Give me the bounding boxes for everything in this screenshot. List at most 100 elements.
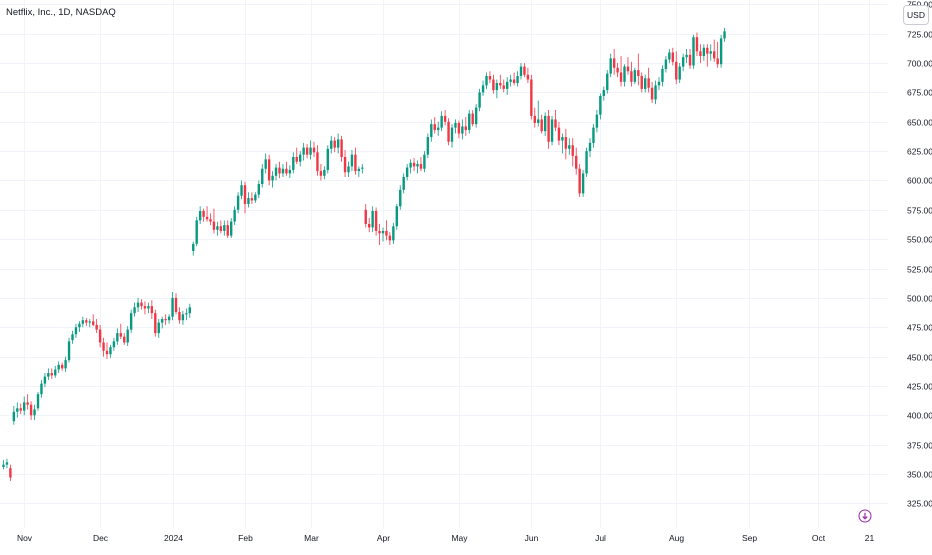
candle-up: [78, 323, 81, 328]
x-tick-label: Jul: [595, 533, 606, 543]
x-tick-label: 21: [865, 533, 875, 543]
candle-up: [57, 364, 60, 370]
candle-down: [123, 336, 126, 343]
candle-up: [67, 341, 71, 361]
candle-up: [161, 319, 164, 323]
y-tick-label: 750.00: [907, 0, 932, 10]
candle-up: [606, 73, 609, 91]
candle-down: [523, 66, 526, 75]
candle-up: [109, 347, 112, 355]
candle-down: [205, 216, 209, 220]
candle-up: [274, 167, 278, 176]
candle-up: [350, 154, 354, 167]
candle-up: [254, 194, 257, 201]
candle-down: [333, 140, 336, 148]
candle-up: [409, 162, 412, 168]
candle-up: [261, 168, 264, 185]
candle-up: [236, 195, 240, 210]
candle-up: [437, 127, 440, 130]
candle-up: [405, 167, 409, 177]
candle-up: [709, 51, 712, 54]
candle-up: [381, 230, 385, 234]
y-tick-label: 650.00: [907, 118, 932, 128]
candle-up: [568, 145, 571, 149]
candle-down: [564, 137, 568, 149]
candle-up: [371, 211, 374, 228]
candle-up: [657, 81, 661, 86]
currency-button[interactable]: USD: [903, 5, 929, 25]
x-tick-label: Oct: [812, 533, 826, 543]
candle-down: [85, 320, 88, 323]
candle-up: [719, 38, 723, 65]
y-tick-label: 375.00: [907, 441, 932, 451]
candle-down: [499, 83, 502, 86]
candle-down: [202, 211, 205, 217]
candle-down: [575, 155, 578, 169]
candle-down: [433, 124, 436, 130]
candle-up: [474, 107, 478, 125]
candle-down: [502, 85, 505, 89]
candle-down: [140, 302, 143, 307]
candle-up: [136, 302, 140, 308]
candle-up: [468, 113, 471, 130]
candle-up: [678, 66, 681, 80]
candle-down: [578, 168, 581, 194]
candle-down: [713, 51, 716, 59]
candle-down: [671, 52, 674, 62]
candle-down: [102, 342, 105, 351]
candle-up: [43, 376, 47, 384]
candle-up: [23, 402, 26, 411]
candle-up: [644, 78, 647, 89]
candle-up: [16, 408, 19, 412]
candle-up: [581, 173, 585, 194]
candle-down: [143, 306, 147, 309]
scroll-to-latest-button[interactable]: [858, 509, 872, 523]
candle-up: [323, 169, 326, 176]
candle-up: [129, 313, 133, 330]
candle-up: [33, 409, 36, 416]
candle-up: [430, 124, 433, 138]
candle-up: [585, 151, 588, 174]
candle-down: [626, 66, 630, 72]
candle-up: [116, 333, 119, 342]
candle-down: [464, 126, 467, 130]
candle-down: [295, 156, 298, 162]
candle-up: [112, 341, 116, 348]
candle-down: [243, 185, 247, 204]
candle-up: [392, 226, 395, 241]
candle-down: [688, 54, 692, 66]
y-tick-label: 525.00: [907, 265, 932, 275]
y-tick-label: 700.00: [907, 59, 932, 69]
x-tick-label: Feb: [238, 533, 253, 543]
candle-down: [616, 67, 619, 73]
candle-up: [440, 115, 443, 128]
candle-down: [447, 121, 450, 142]
candle-down: [443, 115, 447, 122]
candle-up: [599, 95, 602, 115]
candle-up: [481, 85, 485, 93]
candle-down: [219, 226, 223, 231]
candle-up: [609, 58, 612, 74]
y-tick-label: 550.00: [907, 235, 932, 245]
candle-down: [650, 87, 654, 100]
candle-up: [664, 59, 668, 69]
candle-up: [357, 168, 361, 172]
candle-down: [526, 74, 530, 80]
x-tick-label: Dec: [93, 533, 109, 543]
candle-down: [343, 156, 347, 173]
candle-down: [571, 145, 574, 156]
candle-down: [554, 119, 557, 128]
candle-down: [612, 58, 616, 68]
candle-up: [192, 243, 195, 251]
x-tick-label: Apr: [377, 533, 390, 543]
candle-up: [723, 31, 726, 39]
candle-up: [588, 142, 592, 152]
candle-up: [633, 70, 637, 82]
candle-up: [281, 168, 285, 174]
candle-down: [164, 319, 167, 321]
candle-up: [302, 147, 305, 155]
candle-up: [330, 140, 333, 149]
candle-down: [368, 223, 371, 228]
